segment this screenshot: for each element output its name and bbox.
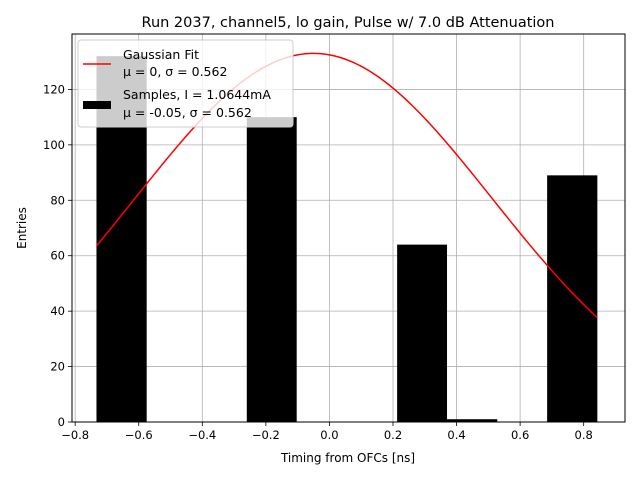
x-tick-label: 0.4 <box>447 428 465 442</box>
legend-box <box>77 39 294 128</box>
histogram-bar <box>547 175 598 422</box>
plot-frame <box>71 33 626 423</box>
x-axis-label: Timing from OFCs [ns] <box>280 451 415 465</box>
y-tick-label: 100 <box>43 138 65 152</box>
x-tick-label: 0.2 <box>384 428 402 442</box>
chart-title: Run 2037, channel5, lo gain, Pulse w/ 7.… <box>142 15 555 31</box>
histogram-bar <box>447 419 498 422</box>
legend-samples-stats: μ = -0.05, σ = 0.562 <box>123 105 252 120</box>
legend: Gaussian Fit μ = 0, σ = 0.562 Samples, I… <box>77 39 294 128</box>
ticks-layer: −0.8 −0.6 −0.4 −0.2 0.0 0.2 0.4 0.6 0.8 0 20 40 60 80… <box>43 82 593 442</box>
y-tick-label: 120 <box>43 82 65 96</box>
x-tick-label: 0.0 <box>320 428 338 442</box>
legend-fit-label: Gaussian Fit <box>123 47 199 62</box>
x-tick-label: 0.8 <box>575 428 593 442</box>
x-tick-label: −0.4 <box>188 428 216 442</box>
y-axis-label: Entries <box>15 207 29 249</box>
x-tick-label: 0.6 <box>511 428 529 442</box>
y-tick-label: 60 <box>50 249 65 263</box>
x-tick-label: −0.6 <box>125 428 153 442</box>
fit-layer <box>95 52 598 319</box>
y-tick-label: 40 <box>50 304 65 318</box>
y-tick-label: 0 <box>58 415 65 429</box>
legend-samples-label: Samples, I = 1.0644mA <box>123 87 271 102</box>
x-tick-label: −0.2 <box>252 428 280 442</box>
x-tick-label: −0.8 <box>61 428 89 442</box>
histogram-bar <box>397 244 448 422</box>
legend-samples-swatch <box>83 101 111 109</box>
gaussian-fit-line <box>95 52 598 319</box>
histogram-bar <box>246 117 297 423</box>
y-tick-label: 20 <box>50 360 65 374</box>
y-tick-label: 80 <box>50 193 65 207</box>
legend-fit-stats: μ = 0, σ = 0.562 <box>123 64 227 79</box>
